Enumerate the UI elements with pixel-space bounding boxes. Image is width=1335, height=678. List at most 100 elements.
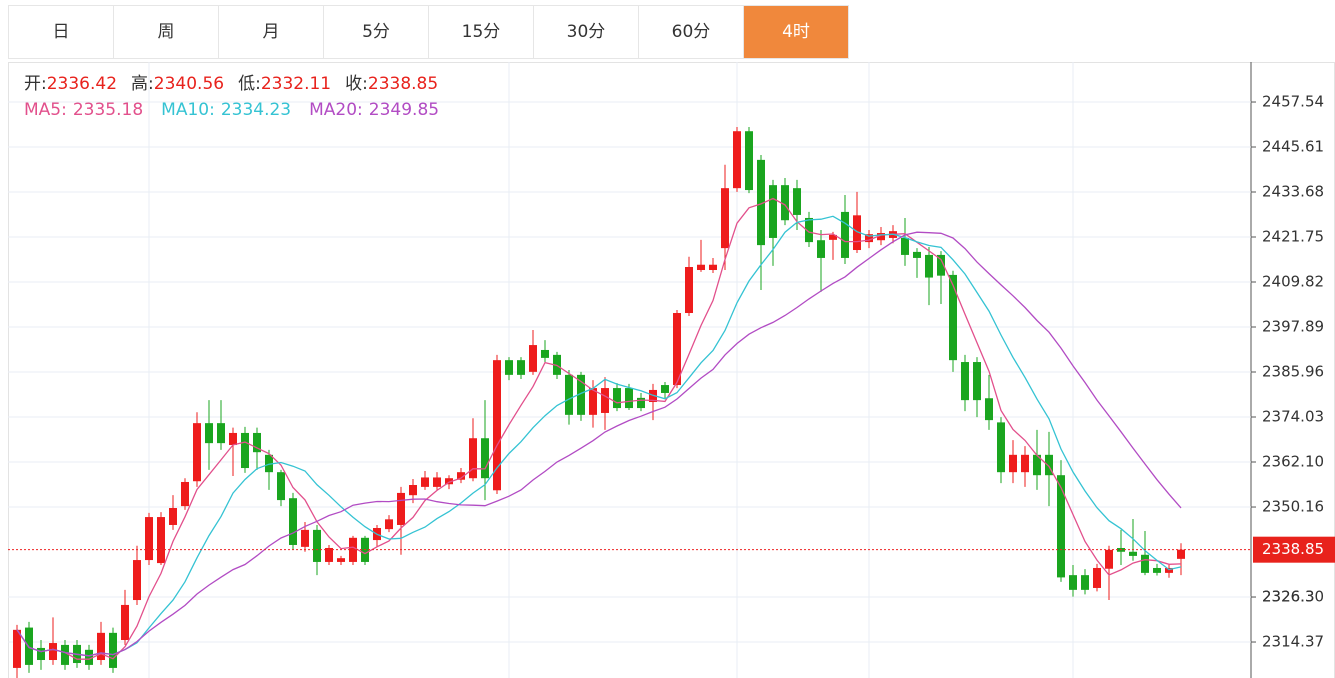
candle-body	[301, 529, 309, 547]
candle-body	[37, 647, 45, 661]
candle-body	[205, 423, 213, 444]
candle-body	[1081, 575, 1089, 590]
y-tick-label: 2397.89	[1262, 318, 1324, 336]
candle-body	[493, 360, 501, 491]
candle-body	[25, 627, 33, 665]
candle-body	[241, 432, 249, 469]
candle-body	[505, 360, 513, 375]
ohlc-label: 收:	[345, 74, 368, 94]
y-tick-label: 2457.54	[1262, 93, 1324, 111]
candle-body	[61, 644, 69, 665]
candle-body	[949, 274, 957, 361]
candle-body	[913, 251, 921, 258]
candle-body	[421, 477, 429, 487]
period-tab[interactable]: 15分	[429, 5, 534, 59]
candle-body	[193, 423, 201, 482]
candle-body	[313, 529, 321, 562]
y-tick-label: 2409.82	[1262, 273, 1324, 291]
candle-body	[901, 237, 909, 255]
ma-value: 2349.85	[369, 100, 439, 120]
candle-body	[397, 492, 405, 525]
candle-body	[1057, 475, 1065, 578]
candle-body	[877, 233, 885, 241]
candle-body	[445, 478, 453, 485]
candle-body	[853, 215, 861, 251]
ma-label: MA5:	[24, 100, 67, 120]
candle-body	[85, 649, 93, 665]
ma-line	[16, 197, 1182, 660]
period-tab[interactable]: 5分	[324, 5, 429, 59]
y-tick-label: 2326.30	[1262, 588, 1324, 606]
candle-body	[229, 432, 237, 446]
candle-body	[1021, 454, 1029, 473]
candle-body	[925, 254, 933, 278]
candle-body	[769, 185, 777, 238]
candle-body	[97, 632, 105, 661]
candle-body	[985, 398, 993, 421]
candle-body	[1129, 551, 1137, 556]
ma-value: 2335.18	[73, 100, 143, 120]
candle-body	[385, 519, 393, 530]
candle-body	[277, 472, 285, 501]
candle-body	[973, 362, 981, 401]
ma-line	[16, 215, 1182, 657]
candle-body	[757, 159, 765, 246]
ohlc-value: 2336.42	[47, 74, 117, 94]
candle-body	[937, 254, 945, 276]
candle-body	[517, 360, 525, 375]
candle-body	[433, 477, 441, 487]
candle-body	[541, 349, 549, 358]
candle-body	[613, 388, 621, 409]
y-tick-label: 2326.3	[1262, 588, 1315, 606]
current-price-label: 2338.85	[1262, 540, 1324, 558]
candle-body	[1033, 454, 1041, 476]
candle-body	[1069, 575, 1077, 590]
candle-body	[1105, 549, 1113, 569]
ohlc-label: 高:	[131, 74, 154, 94]
y-tick-label: 2374.03	[1262, 407, 1324, 425]
period-tab[interactable]: 4时	[744, 5, 849, 59]
candle-body	[217, 423, 225, 444]
period-tab[interactable]: 月	[219, 5, 324, 59]
candle-body	[481, 438, 489, 479]
ohlc-label: 开:	[24, 74, 47, 94]
period-tab[interactable]: 30分	[534, 5, 639, 59]
candle-body	[685, 266, 693, 314]
ma-line	[16, 231, 1182, 657]
candle-body	[577, 374, 585, 415]
candle-body	[1153, 567, 1161, 573]
candle-body	[49, 643, 57, 661]
candle-body	[589, 388, 597, 415]
candle-body	[829, 234, 837, 240]
candle-body	[961, 362, 969, 401]
candle-body	[1141, 554, 1149, 573]
candle-body	[781, 185, 789, 221]
candle-body	[721, 188, 729, 249]
period-tab[interactable]: 周	[114, 5, 219, 59]
candle-body	[565, 374, 573, 415]
candle-body	[601, 388, 609, 413]
candle-body	[457, 472, 465, 480]
candle-body	[673, 313, 681, 386]
candle-body	[661, 385, 669, 393]
candle-body	[181, 481, 189, 507]
candle-body	[1093, 567, 1101, 588]
y-tick-label: 2385.96	[1262, 362, 1324, 380]
period-tab[interactable]: 日	[8, 5, 114, 59]
period-tab[interactable]: 60分	[639, 5, 744, 59]
candle-body	[469, 438, 477, 479]
y-tick-label: 2433.68	[1262, 183, 1324, 201]
candle-body	[289, 498, 297, 545]
candle-body	[121, 604, 129, 641]
candle-body	[157, 517, 165, 564]
y-tick-label: 2362.10	[1262, 452, 1324, 470]
current-price-box	[1253, 536, 1335, 563]
ohlc-value: 2338.85	[368, 74, 438, 94]
candle-body	[265, 454, 273, 473]
candle-body	[709, 264, 717, 271]
ma-info: MA5: 2335.18 MA10: 2334.23 MA20: 2349.85	[24, 100, 439, 120]
candle-body	[793, 188, 801, 215]
candle-body	[733, 131, 741, 189]
